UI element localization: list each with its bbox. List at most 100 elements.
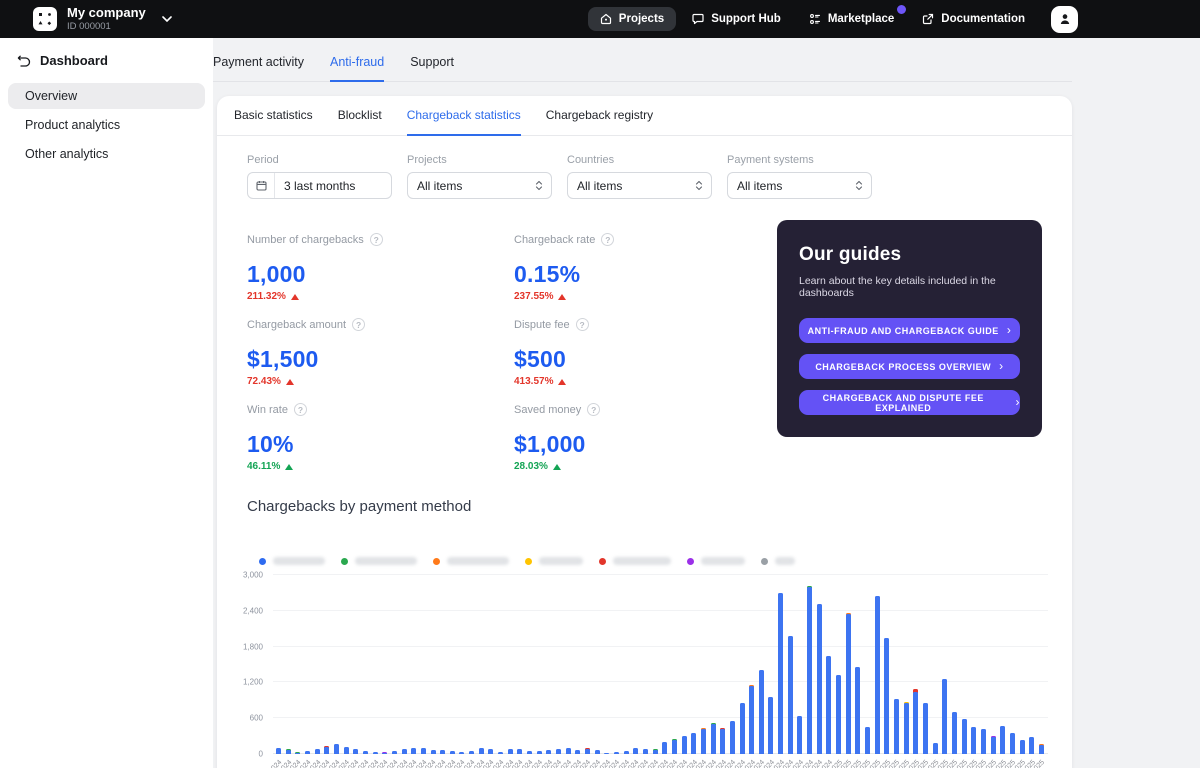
legend-item-6[interactable] <box>761 557 795 565</box>
bar-segment-blue <box>633 748 638 754</box>
bar: 11.01.2025 <box>933 743 938 754</box>
bar-segment-blue <box>942 679 947 754</box>
legend-item-2[interactable] <box>433 557 509 565</box>
help-icon[interactable]: ? <box>294 403 307 416</box>
stat-value: $1,500 <box>247 346 514 373</box>
bar-segment-blue <box>488 749 493 754</box>
bar-segment-blue <box>382 753 387 754</box>
bar: 19.12.2024 <box>711 723 716 754</box>
nav-projects-button[interactable]: Projects <box>588 7 676 31</box>
nav-marketplace-button[interactable]: Marketplace <box>797 7 906 31</box>
bar: 19.11.2024 <box>421 748 426 754</box>
sidebar-item-product-analytics[interactable]: Product analytics <box>8 112 205 138</box>
bar: 25.12.2024 <box>768 697 773 754</box>
bar: 20.01.2025 <box>1020 740 1025 754</box>
bar-segment-blue <box>614 752 619 754</box>
bar: 12.11.2024 <box>353 749 358 754</box>
countries-select[interactable]: All items <box>567 172 712 199</box>
legend-label-redacted <box>613 557 671 565</box>
bar: 03.01.2025 <box>855 667 860 754</box>
stat-win-rate: Win rate? 10% 46.11% <box>247 403 514 488</box>
stat-delta: 72.43% <box>247 376 281 387</box>
period-picker[interactable]: 3 last months <box>247 172 392 199</box>
guide-button-process-overview[interactable]: CHARGEBACK PROCESS OVERVIEW › <box>799 354 1020 379</box>
user-avatar-button[interactable] <box>1051 6 1078 33</box>
bar: 06.01.2025 <box>884 638 889 754</box>
guide-button-dispute-fee[interactable]: CHARGEBACK AND DISPUTE FEE EXPLAINED › <box>799 390 1020 415</box>
guide-button-anti-fraud[interactable]: ANTI-FRAUD AND CHARGEBACK GUIDE › <box>799 318 1020 343</box>
bar: 26.12.2024 <box>778 593 783 754</box>
bar-segment-blue <box>691 733 696 754</box>
stat-delta: 413.57% <box>514 376 553 387</box>
stat-label: Win rate <box>247 404 288 416</box>
bar-segment-blue <box>575 750 580 754</box>
nav-documentation-button[interactable]: Documentation <box>910 7 1037 31</box>
help-icon[interactable]: ? <box>370 233 383 246</box>
stat-label: Chargeback rate <box>514 234 595 246</box>
company-logo[interactable] <box>33 7 57 31</box>
bar: 11.11.2024 <box>344 747 349 754</box>
filter-payment-systems: Payment systems All items <box>727 154 872 199</box>
tab-support[interactable]: Support <box>410 49 454 82</box>
payment-systems-select[interactable]: All items <box>727 172 872 199</box>
stat-delta: 46.11% <box>247 461 280 472</box>
sidebar-item-overview[interactable]: Overview <box>8 83 205 109</box>
trend-up-icon <box>558 379 566 385</box>
stat-number-of-chargebacks: Number of chargebacks? 1,000 211.32% <box>247 233 514 318</box>
y-tick-label: 1,800 <box>243 642 263 651</box>
legend-dot-icon <box>433 558 440 565</box>
legend-item-0[interactable] <box>259 557 325 565</box>
legend-item-5[interactable] <box>687 557 745 565</box>
bar-segment-blue <box>363 751 368 754</box>
legend-item-1[interactable] <box>341 557 417 565</box>
stat-saved-money: Saved money? $1,000 28.03% <box>514 403 781 488</box>
bar: 17.01.2025 <box>991 736 996 754</box>
help-icon[interactable]: ? <box>601 233 614 246</box>
subtab-chargeback-statistics[interactable]: Chargeback statistics <box>407 96 521 136</box>
y-tick-label: 2,400 <box>243 606 263 615</box>
top-bar: My company ID 000001 Projects Support Hu… <box>0 0 1200 38</box>
bar: 18.12.2024 <box>701 728 706 754</box>
bar-segment-blue <box>759 670 764 754</box>
projects-select[interactable]: All items <box>407 172 552 199</box>
sidebar-item-other-analytics[interactable]: Other analytics <box>8 141 205 167</box>
subtab-blocklist[interactable]: Blocklist <box>338 96 382 136</box>
bar: 22.01.2025 <box>1039 744 1044 754</box>
bar: 25.11.2024 <box>479 748 484 754</box>
payment-systems-value: All items <box>728 179 855 193</box>
help-icon[interactable]: ? <box>576 318 589 331</box>
tab-payment-activity[interactable]: Payment activity <box>213 49 304 82</box>
bar-segment-blue <box>286 750 291 754</box>
help-icon[interactable]: ? <box>352 318 365 331</box>
legend-label-redacted <box>447 557 509 565</box>
stats-section: Number of chargebacks? 1,000 211.32% Cha… <box>247 233 1042 488</box>
bar-segment-blue <box>797 716 802 754</box>
subtab-chargeback-registry[interactable]: Chargeback registry <box>546 96 653 136</box>
bar-segment-blue <box>1039 745 1044 754</box>
projects-value: All items <box>408 179 535 193</box>
bar-segment-blue <box>508 749 513 754</box>
bar-segment-blue <box>962 719 967 754</box>
bar: 05.12.2024 <box>575 750 580 754</box>
trend-up-icon <box>286 379 294 385</box>
stat-value: $1,000 <box>514 431 781 458</box>
nav-support-hub-button[interactable]: Support Hub <box>680 7 793 31</box>
legend-item-4[interactable] <box>599 557 671 565</box>
bar-segment-blue <box>459 752 464 754</box>
bar: 17.11.2024 <box>402 749 407 754</box>
chat-icon <box>692 13 704 25</box>
legend-label-redacted <box>775 557 795 565</box>
sidebar: Dashboard Overview Product analytics Oth… <box>0 38 213 768</box>
chart-title: Chargebacks by payment method <box>247 498 1042 515</box>
company-switcher[interactable]: My company ID 000001 <box>67 6 146 32</box>
bar-segment-blue <box>411 748 416 754</box>
legend-item-3[interactable] <box>525 557 583 565</box>
tab-anti-fraud[interactable]: Anti-fraud <box>330 49 384 82</box>
chevron-down-icon[interactable] <box>162 16 172 22</box>
bar: 15.11.2024 <box>382 752 387 754</box>
bar-segment-blue <box>971 727 976 754</box>
bar: 19.01.2025 <box>1010 733 1015 754</box>
subtab-basic-statistics[interactable]: Basic statistics <box>234 96 313 136</box>
help-icon[interactable]: ? <box>587 403 600 416</box>
bar: 03.12.2024 <box>556 749 561 754</box>
